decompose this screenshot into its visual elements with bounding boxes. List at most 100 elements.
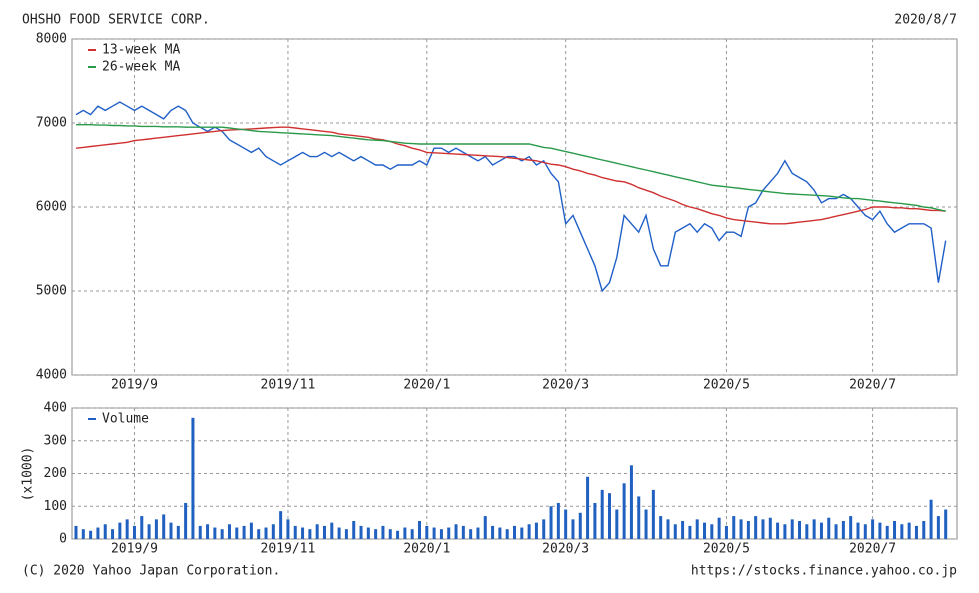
y-tick-label: 7000 bbox=[36, 116, 67, 131]
volume-bar bbox=[198, 525, 202, 539]
volume-bar bbox=[264, 527, 268, 539]
volume-bar bbox=[922, 520, 926, 539]
y-tick-label: 400 bbox=[44, 401, 67, 416]
volume-bar bbox=[293, 525, 297, 539]
volume-bar bbox=[366, 527, 370, 539]
volume-bar bbox=[629, 465, 633, 539]
volume-bar bbox=[271, 524, 275, 539]
volume-bar bbox=[96, 527, 100, 539]
volume-bar bbox=[483, 516, 487, 539]
volume-bar bbox=[929, 499, 933, 539]
volume-bar bbox=[191, 417, 195, 539]
y-tick-label: 5000 bbox=[36, 284, 67, 299]
volume-bar bbox=[513, 525, 516, 539]
volume-bar bbox=[863, 524, 867, 539]
volume-bar bbox=[914, 525, 918, 539]
volume-bar bbox=[132, 525, 136, 539]
volume-bar bbox=[564, 509, 568, 539]
volume-bar bbox=[856, 522, 860, 539]
volume-bar bbox=[812, 519, 816, 539]
volume-bar bbox=[330, 522, 334, 539]
volume-bar bbox=[681, 520, 685, 539]
volume-bar bbox=[900, 524, 904, 539]
volume-bar bbox=[505, 529, 509, 539]
volume-bar bbox=[673, 524, 677, 539]
x-tick-label: 2019/11 bbox=[261, 378, 316, 393]
volume-bar bbox=[184, 502, 188, 539]
volume-bar bbox=[622, 483, 626, 539]
volume-bar bbox=[227, 524, 231, 539]
volume-bar bbox=[703, 522, 707, 539]
volume-bar bbox=[659, 516, 663, 539]
volume-bar bbox=[154, 519, 158, 539]
volume-bar bbox=[724, 525, 728, 539]
source-url: https://stocks.finance.yahoo.co.jp bbox=[691, 564, 957, 579]
volume-bar bbox=[147, 524, 151, 539]
x-tick-label: 2019/11 bbox=[261, 542, 316, 557]
volume-bar bbox=[315, 524, 319, 539]
x-tick-label: 2020/5 bbox=[703, 378, 750, 393]
volume-bar bbox=[498, 527, 502, 539]
volume-bar bbox=[476, 527, 480, 539]
y-tick-label: 100 bbox=[44, 499, 67, 514]
volume-bar bbox=[578, 512, 582, 539]
price-line bbox=[76, 124, 946, 212]
x-tick-label: 2020/5 bbox=[703, 542, 750, 557]
volume-bar bbox=[491, 525, 495, 539]
volume-bar bbox=[111, 529, 115, 539]
volume-bar bbox=[81, 529, 85, 539]
volume-bar bbox=[447, 527, 451, 539]
volume-bar bbox=[432, 527, 436, 539]
volume-bar bbox=[790, 519, 794, 539]
volume-bar bbox=[885, 525, 889, 539]
volume-bar bbox=[103, 524, 107, 539]
volume-bar bbox=[425, 525, 429, 539]
volume-bar bbox=[819, 522, 823, 539]
volume-bar bbox=[89, 530, 93, 539]
volume-bar bbox=[520, 527, 524, 539]
volume-bar bbox=[768, 517, 772, 539]
volume-bar bbox=[388, 529, 392, 539]
y-tick-label: 0 bbox=[59, 532, 67, 547]
volume-bar bbox=[403, 527, 407, 539]
volume-bar bbox=[571, 519, 575, 539]
volume-bar bbox=[936, 516, 940, 539]
volume-bar bbox=[257, 529, 261, 539]
y-tick-label: 8000 bbox=[36, 32, 67, 47]
as-of-date: 2020/8/7 bbox=[894, 13, 957, 28]
volume-bar bbox=[301, 527, 305, 539]
volume-bar bbox=[176, 525, 180, 539]
volume-bar bbox=[615, 509, 619, 539]
volume-bar bbox=[695, 519, 699, 539]
y-tick-label: 4000 bbox=[36, 368, 67, 383]
volume-bar bbox=[374, 529, 378, 539]
volume-bar bbox=[556, 502, 560, 539]
volume-bar bbox=[717, 517, 721, 539]
x-tick-label: 2020/1 bbox=[403, 542, 450, 557]
volume-bar bbox=[666, 519, 670, 539]
volume-bar bbox=[651, 489, 655, 539]
volume-bar bbox=[162, 514, 166, 539]
y-axis-label: (x1000) bbox=[21, 447, 36, 502]
volume-bar bbox=[834, 524, 838, 539]
volume-bar bbox=[783, 524, 787, 539]
x-tick-label: 2020/7 bbox=[849, 378, 896, 393]
copyright: (C) 2020 Yahoo Japan Corporation. bbox=[22, 564, 280, 579]
x-tick-label: 2020/3 bbox=[542, 542, 589, 557]
volume-bar bbox=[732, 516, 736, 539]
volume-bar bbox=[805, 524, 809, 539]
y-tick-label: 200 bbox=[44, 466, 67, 481]
volume-bar bbox=[337, 527, 341, 539]
company-name: OHSHO FOOD SERVICE CORP. bbox=[22, 13, 210, 28]
volume-bar bbox=[206, 524, 210, 539]
volume-bar bbox=[469, 529, 473, 539]
volume-bar bbox=[249, 522, 253, 539]
legend-label: 13-week MA bbox=[102, 43, 180, 58]
volume-bar bbox=[140, 516, 144, 539]
volume-bar bbox=[417, 520, 421, 539]
volume-bar bbox=[125, 519, 129, 539]
volume-bar bbox=[637, 496, 641, 539]
y-tick-label: 6000 bbox=[36, 200, 67, 215]
volume-bar bbox=[527, 524, 531, 539]
volume-bar bbox=[798, 520, 802, 539]
